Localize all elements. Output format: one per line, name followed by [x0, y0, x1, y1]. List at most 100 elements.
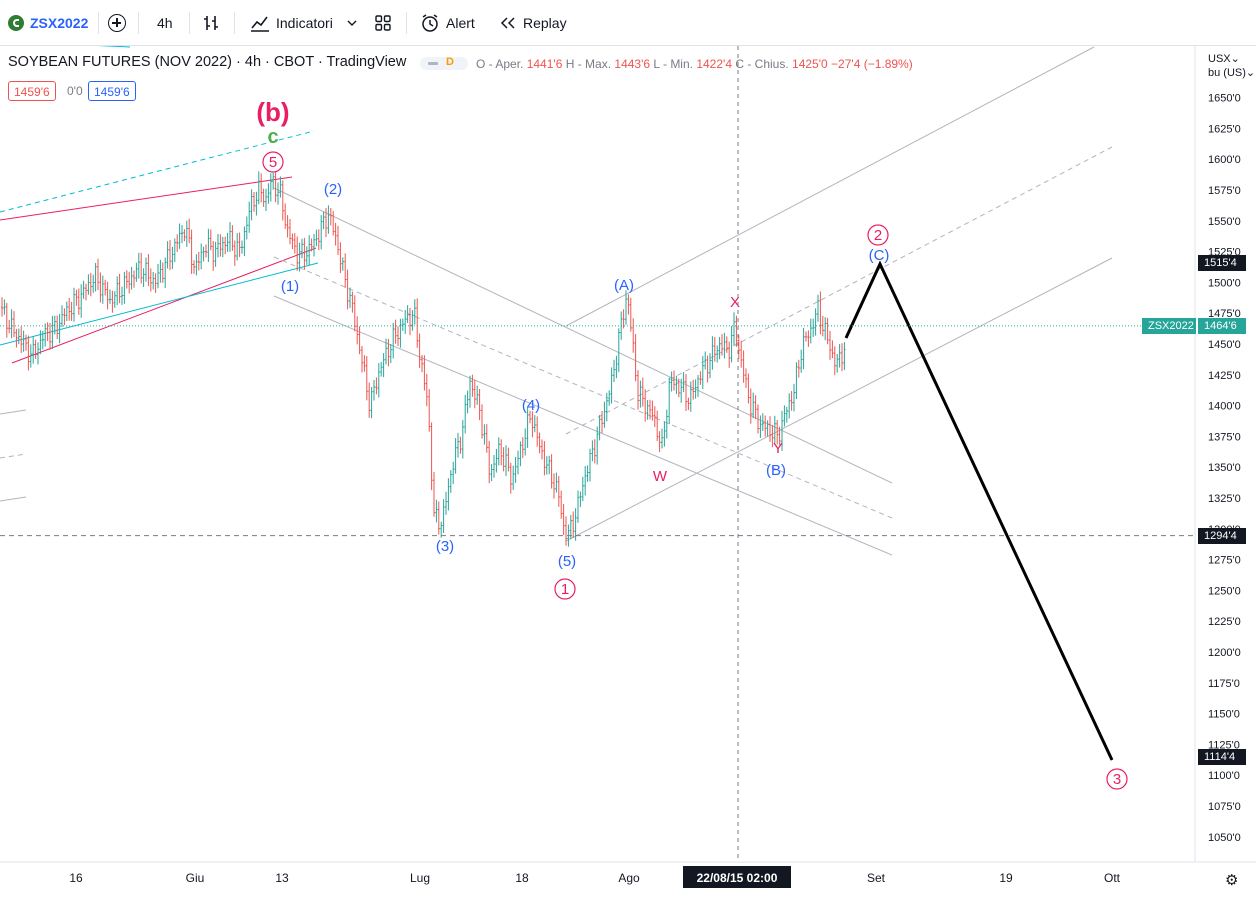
replay-button[interactable]: Replay: [499, 0, 567, 46]
price-tick-label: 1050'0: [1208, 832, 1241, 844]
price-chart[interactable]: (b)c 5 (2) (1) (3) (4) (5) 1 (A) W X Y (B) 2 (C) 3 22/0…: [0, 46, 1256, 907]
price-tick-label: 1225'0: [1208, 616, 1241, 628]
data-flag-letter: D: [446, 56, 454, 68]
price-tick-label: 1450'0: [1208, 339, 1241, 351]
crosshair-time-label: 22/08/15 02:00: [697, 871, 778, 885]
wave-label: (b): [256, 97, 289, 127]
wave-label-circle: [867, 224, 889, 246]
price-axis-tag: 1114'4: [1198, 749, 1246, 766]
crosshair-time-box: [683, 866, 791, 888]
wave-label: X: [730, 294, 740, 311]
price-tick-label: 1600'0: [1208, 154, 1241, 166]
time-tick-label: 16: [69, 871, 83, 885]
price-tick-label: 1250'0: [1208, 585, 1241, 597]
time-tick-label: 18: [515, 871, 529, 885]
time-tick-label: 13: [275, 871, 289, 885]
trend-line: [11, 247, 317, 364]
alert-button[interactable]: Alert: [420, 0, 475, 46]
close-label: C - Chius.: [735, 57, 789, 71]
toolbar-divider: [189, 12, 190, 34]
low-label: L - Min.: [653, 57, 693, 71]
candles: [1, 169, 846, 547]
trend-lines: [0, 46, 1113, 556]
time-tick-label: Giu: [186, 871, 205, 885]
price-tick-label: 1375'0: [1208, 431, 1241, 443]
trend-line: [0, 453, 27, 459]
trend-line: [273, 187, 893, 484]
wave-label-circle: [554, 578, 576, 600]
price-tick-label: 1075'0: [1208, 801, 1241, 813]
trend-line: [0, 130, 315, 213]
sell-price-button[interactable]: 1459'6: [8, 81, 56, 101]
wave-label: (1): [281, 278, 299, 295]
price-axis-tag: 1464'6: [1198, 317, 1246, 334]
unit-label: bu (US)⌄: [1208, 67, 1256, 79]
layout-templates-button[interactable]: [374, 0, 392, 46]
currency-unit-selector[interactable]: USX⌄ bu (US)⌄: [1208, 52, 1255, 80]
time-tick-label: Ago: [618, 871, 640, 885]
symbol-search-button[interactable]: ZSX2022: [8, 0, 88, 46]
top-toolbar: ZSX2022 4h Indicatori: [0, 0, 1256, 46]
ohlc-values: O - Aper. 1441'6 H - Max. 1443'6 L - Min…: [476, 57, 913, 71]
trend-line: [0, 409, 27, 415]
indicators-button[interactable]: Indicatori: [250, 0, 359, 46]
wave-label: (2): [324, 181, 342, 198]
wave-label: Y: [773, 440, 783, 457]
trend-line: [0, 496, 27, 502]
trend-line: [565, 146, 1113, 435]
price-tick-label: 1350'0: [1208, 462, 1241, 474]
trend-line: [0, 176, 293, 221]
price-tick-label: 1100'0: [1208, 770, 1240, 782]
wave-label: 2: [874, 227, 882, 244]
close-value: 1425'0: [792, 57, 828, 71]
chart-legend-title[interactable]: SOYBEAN FUTURES (NOV 2022) · 4h · CBOT ·…: [8, 54, 407, 70]
wave-label-circle: [1106, 768, 1128, 790]
open-label: O - Aper.: [476, 57, 524, 71]
interval-label: 4h: [157, 15, 173, 31]
wave-label: (A): [614, 277, 634, 294]
gear-icon[interactable]: ⚙: [1225, 872, 1239, 889]
trend-line: [565, 257, 1113, 542]
wave-label: 1: [561, 581, 569, 598]
symbol-price-tag: ZSX2022: [1142, 317, 1196, 334]
price-tick-label: 1150'0: [1208, 709, 1240, 721]
price-axis-tag: 1515'4: [1198, 255, 1246, 272]
price-tick-label: 1500'0: [1208, 277, 1241, 289]
data-flag: D: [420, 56, 468, 70]
wave-label: (5): [558, 553, 576, 570]
projection-line: [844, 260, 1114, 761]
symbol-name: ZSX2022: [30, 15, 89, 31]
indicators-icon: [251, 16, 269, 32]
price-tick-label: 1175'0: [1208, 678, 1240, 690]
time-tick-label: Lug: [410, 871, 430, 885]
price-tick-label: 1325'0: [1208, 493, 1241, 505]
compare-add-button[interactable]: [108, 0, 126, 46]
interval-button[interactable]: 4h: [157, 0, 173, 46]
indicators-label: Indicatori: [276, 15, 333, 31]
rewind-icon: [500, 17, 515, 29]
wave-label: (4): [522, 397, 540, 414]
price-tick-label: 1425'0: [1208, 370, 1241, 382]
wave-labels: (b)c 5 (2) (1) (3) (4) (5) 1 (A) W X Y (B) 2 (C) 3: [256, 97, 1128, 790]
price-tick-label: 1200'0: [1208, 647, 1241, 659]
high-value: 1443'6: [614, 57, 651, 71]
price-tick-label: 1625'0: [1208, 123, 1241, 135]
wave-label-circle: [262, 151, 284, 173]
projection-path: [844, 260, 1114, 761]
buy-price-button[interactable]: 1459'6: [88, 81, 136, 101]
high-label: H - Max.: [565, 57, 612, 71]
alert-label: Alert: [446, 15, 475, 31]
price-tick-label: 1275'0: [1208, 555, 1241, 567]
toolbar-divider: [138, 12, 139, 34]
chart-type-button[interactable]: [202, 0, 220, 46]
trend-line: [565, 46, 1095, 327]
time-tick-label: Set: [867, 871, 886, 885]
wave-label: c: [267, 126, 278, 148]
price-tick-label: 1650'0: [1208, 93, 1241, 105]
wave-label: 5: [269, 154, 277, 171]
wave-label: (3): [436, 538, 454, 555]
time-tick-label: Ott: [1104, 871, 1121, 885]
price-tick-label: 1400'0: [1208, 401, 1241, 413]
change-value: −27'4 (−1.89%): [831, 57, 913, 71]
spread-value: 0'0: [67, 84, 83, 98]
